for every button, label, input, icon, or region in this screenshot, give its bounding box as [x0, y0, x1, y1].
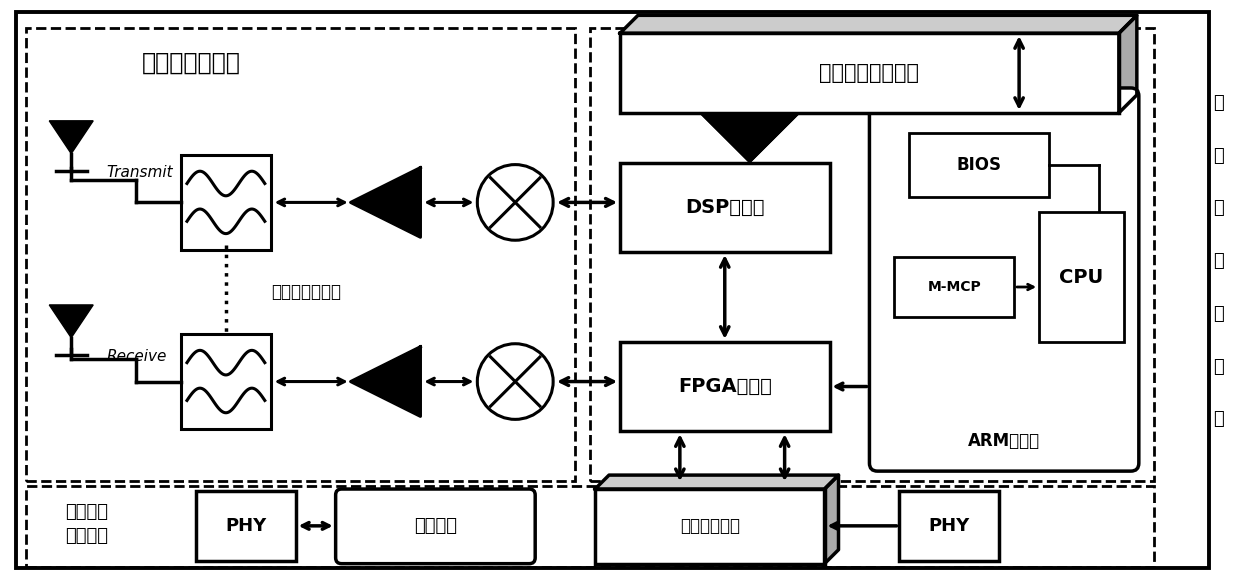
Bar — [909, 133, 1049, 197]
Circle shape — [477, 344, 553, 419]
Text: 制: 制 — [1213, 305, 1224, 323]
Text: CPU: CPU — [1059, 268, 1104, 287]
Bar — [196, 491, 295, 561]
Text: BIOS: BIOS — [957, 156, 1002, 174]
Text: 构: 构 — [1213, 200, 1224, 218]
Text: ARM子系统: ARM子系统 — [968, 432, 1040, 450]
Text: FPGA子系统: FPGA子系统 — [678, 377, 771, 396]
Text: 控: 控 — [1213, 252, 1224, 270]
Bar — [894, 257, 1014, 317]
Text: 配置收发通信接口: 配置收发通信接口 — [820, 63, 919, 83]
Polygon shape — [825, 475, 838, 564]
Text: 可: 可 — [1213, 94, 1224, 112]
FancyBboxPatch shape — [336, 489, 536, 564]
Text: 模: 模 — [1213, 358, 1224, 376]
Bar — [181, 155, 270, 250]
FancyBboxPatch shape — [869, 88, 1138, 471]
Polygon shape — [620, 16, 1137, 33]
Polygon shape — [351, 347, 420, 417]
Text: PHY: PHY — [226, 517, 267, 535]
Bar — [181, 334, 270, 429]
Text: 宽频带射频通道: 宽频带射频通道 — [270, 283, 341, 301]
Text: Transmit: Transmit — [107, 165, 172, 180]
Polygon shape — [351, 167, 420, 237]
Text: 通用有线
通信模块: 通用有线 通信模块 — [64, 503, 108, 545]
Text: 重: 重 — [1213, 147, 1224, 164]
Circle shape — [477, 164, 553, 240]
Text: DSP子系统: DSP子系统 — [684, 198, 765, 217]
Bar — [595, 489, 825, 564]
Text: 可重构无线模块: 可重构无线模块 — [141, 51, 241, 75]
Bar — [620, 342, 830, 432]
Bar — [590, 28, 1153, 481]
Text: M-MCP: M-MCP — [928, 280, 981, 294]
Text: 光收发器: 光收发器 — [414, 517, 456, 535]
Bar — [899, 491, 999, 561]
Polygon shape — [595, 475, 838, 489]
Polygon shape — [1118, 16, 1137, 113]
Bar — [620, 163, 830, 252]
Bar — [26, 28, 575, 481]
Polygon shape — [50, 305, 93, 338]
Text: 总线通讯板卡: 总线通讯板卡 — [680, 517, 740, 535]
Polygon shape — [50, 121, 93, 153]
Text: PHY: PHY — [929, 517, 970, 535]
Text: 块: 块 — [1213, 410, 1224, 428]
Bar — [1039, 212, 1123, 342]
Bar — [26, 486, 1153, 567]
Polygon shape — [699, 113, 800, 163]
Bar — [620, 33, 1118, 113]
Text: Receive: Receive — [107, 349, 166, 364]
